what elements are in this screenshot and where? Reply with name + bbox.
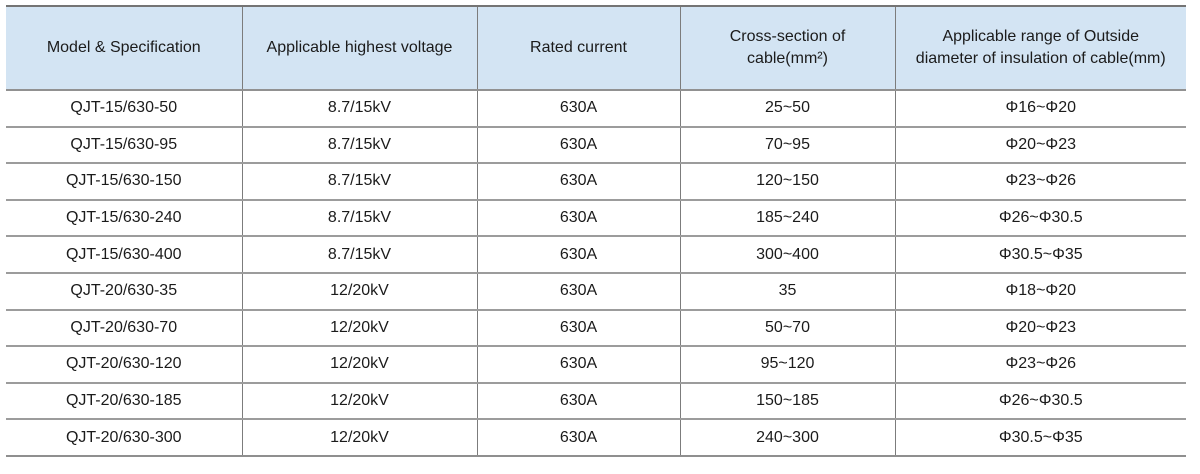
cell-diameter-range: Φ16~Φ20: [895, 90, 1186, 128]
header-label: Applicable highest voltage: [266, 39, 453, 56]
cell-cross-section: 120~150: [680, 163, 896, 201]
cell-current: 630A: [477, 382, 681, 421]
header-label-line-2: diameter of insulation of cable(mm): [915, 50, 1166, 67]
table-row: QJT-15/630-95 8.7/15kV 630A 70~95 Φ20~Φ2…: [6, 126, 1186, 165]
cell-voltage: 8.7/15kV: [242, 199, 478, 238]
cell-diameter-range: Φ23~Φ26: [895, 163, 1186, 201]
cell-cross-section: 240~300: [680, 419, 896, 457]
cell-current: 630A: [477, 272, 681, 311]
table-row: QJT-20/630-120 12/20kV 630A 95~120 Φ23~Φ…: [6, 346, 1186, 384]
header-label: Rated current: [530, 39, 627, 56]
table-row: QJT-15/630-50 8.7/15kV 630A 25~50 Φ16~Φ2…: [6, 90, 1186, 128]
cell-diameter-range: Φ23~Φ26: [895, 346, 1186, 384]
cell-current: 630A: [477, 163, 681, 201]
cell-model: QJT-15/630-150: [6, 163, 243, 201]
header-cross-section: Cross-section of cable(mm²): [680, 7, 896, 91]
cell-voltage: 8.7/15kV: [242, 163, 478, 201]
cell-current: 630A: [477, 419, 681, 457]
cell-diameter-range: Φ20~Φ23: [895, 126, 1186, 165]
table-row: QJT-20/630-300 12/20kV 630A 240~300 Φ30.…: [6, 419, 1186, 457]
header-outside-diameter-range: Applicable range of Outside diameter of …: [895, 7, 1186, 91]
cell-cross-section: 25~50: [680, 90, 896, 128]
cell-model: QJT-20/630-70: [6, 309, 243, 348]
table-row: QJT-15/630-150 8.7/15kV 630A 120~150 Φ23…: [6, 163, 1186, 201]
cell-voltage: 12/20kV: [242, 309, 478, 348]
cell-current: 630A: [477, 126, 681, 165]
cell-diameter-range: Φ18~Φ20: [895, 272, 1186, 311]
table-row: QJT-15/630-240 8.7/15kV 630A 185~240 Φ26…: [6, 199, 1186, 238]
cell-model: QJT-20/630-185: [6, 382, 243, 421]
header-label-line-2: cable(mm²): [747, 50, 828, 67]
cell-current: 630A: [477, 90, 681, 128]
header-row: Model & Specification Applicable highest…: [6, 7, 1186, 91]
cell-cross-section: 185~240: [680, 199, 896, 238]
cell-current: 630A: [477, 346, 681, 384]
cable-joint-spec-table: Model & Specification Applicable highest…: [6, 7, 1186, 457]
cell-current: 630A: [477, 236, 681, 274]
cell-model: QJT-15/630-240: [6, 199, 243, 238]
spec-table-container: Model & Specification Applicable highest…: [6, 5, 1186, 457]
table-row: QJT-20/630-35 12/20kV 630A 35 Φ18~Φ20: [6, 272, 1186, 311]
table-row: QJT-20/630-70 12/20kV 630A 50~70 Φ20~Φ23: [6, 309, 1186, 348]
cell-model: QJT-20/630-120: [6, 346, 243, 384]
cell-voltage: 8.7/15kV: [242, 90, 478, 128]
cell-model: QJT-15/630-95: [6, 126, 243, 165]
cell-diameter-range: Φ30.5~Φ35: [895, 236, 1186, 274]
cell-voltage: 12/20kV: [242, 419, 478, 457]
cell-cross-section: 50~70: [680, 309, 896, 348]
cell-cross-section: 150~185: [680, 382, 896, 421]
table-row: QJT-20/630-185 12/20kV 630A 150~185 Φ26~…: [6, 382, 1186, 421]
header-label-line-1: Applicable range of Outside: [942, 28, 1140, 45]
cell-voltage: 12/20kV: [242, 272, 478, 311]
cell-cross-section: 70~95: [680, 126, 896, 165]
cell-voltage: 8.7/15kV: [242, 236, 478, 274]
header-label: Model & Specification: [46, 39, 201, 56]
cell-diameter-range: Φ30.5~Φ35: [895, 419, 1186, 457]
header-model-specification: Model & Specification: [6, 7, 243, 91]
cell-model: QJT-20/630-35: [6, 272, 243, 311]
cell-cross-section: 300~400: [680, 236, 896, 274]
header-applicable-highest-voltage: Applicable highest voltage: [242, 7, 478, 91]
cell-model: QJT-15/630-50: [6, 90, 243, 128]
cell-current: 630A: [477, 199, 681, 238]
cell-model: QJT-20/630-300: [6, 419, 243, 457]
table-row: QJT-15/630-400 8.7/15kV 630A 300~400 Φ30…: [6, 236, 1186, 274]
cell-diameter-range: Φ20~Φ23: [895, 309, 1186, 348]
cell-voltage: 12/20kV: [242, 346, 478, 384]
cell-current: 630A: [477, 309, 681, 348]
cell-diameter-range: Φ26~Φ30.5: [895, 199, 1186, 238]
cell-cross-section: 35: [680, 272, 896, 311]
table-top-border: [6, 5, 1186, 7]
header-label-line-1: Cross-section of: [729, 28, 846, 45]
cell-diameter-range: Φ26~Φ30.5: [895, 382, 1186, 421]
cell-cross-section: 95~120: [680, 346, 896, 384]
cell-voltage: 8.7/15kV: [242, 126, 478, 165]
cell-voltage: 12/20kV: [242, 382, 478, 421]
cell-model: QJT-15/630-400: [6, 236, 243, 274]
header-rated-current: Rated current: [477, 7, 681, 91]
